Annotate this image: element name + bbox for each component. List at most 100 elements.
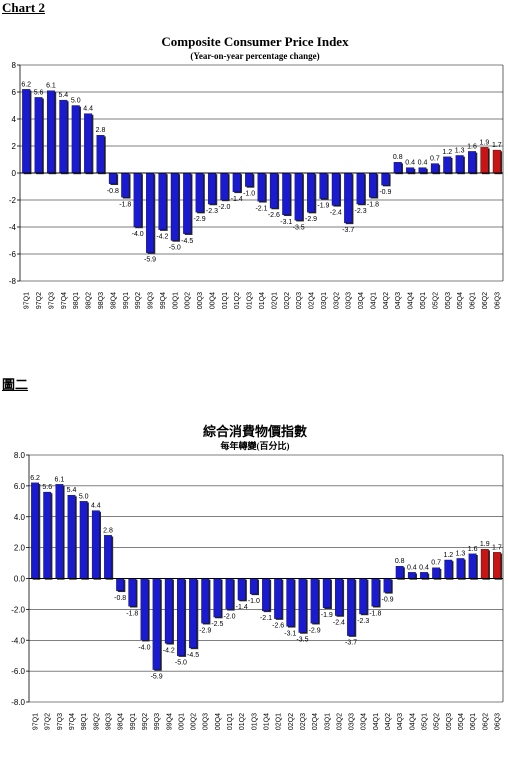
y-tick-label: -4 <box>9 223 17 232</box>
x-tick-label: 04Q4 <box>409 713 416 730</box>
data-label: 0.4 <box>418 160 428 167</box>
data-label: 1.2 <box>443 552 453 559</box>
data-label: -5.9 <box>144 257 156 264</box>
bar <box>395 565 404 579</box>
data-label: 1.9 <box>480 541 490 548</box>
bar <box>444 559 453 579</box>
x-tick-label: 01Q4 <box>264 713 271 730</box>
bar <box>262 578 270 612</box>
bar <box>225 578 234 610</box>
x-tick-label: 05Q4 <box>457 292 464 309</box>
x-tick-label: 02Q4 <box>312 713 319 730</box>
x-tick-label: 98Q3 <box>98 292 105 309</box>
bar <box>335 578 343 616</box>
x-tick-label: 04Q2 <box>385 713 392 730</box>
x-tick-label: 97Q3 <box>48 292 55 309</box>
y-tick-label: 6.0 <box>14 482 26 491</box>
bar <box>34 97 43 174</box>
bar <box>430 163 439 174</box>
bar <box>359 578 368 615</box>
x-tick-label: 03Q2 <box>333 292 340 309</box>
bar <box>347 578 355 636</box>
data-label: -2.1 <box>260 615 272 622</box>
data-label: -2.4 <box>330 209 342 216</box>
x-tick-label: 04Q2 <box>383 292 390 309</box>
data-label: -3.5 <box>296 637 308 644</box>
bar <box>468 151 477 174</box>
bar <box>237 578 246 601</box>
bar <box>468 553 477 579</box>
x-tick-label: 04Q1 <box>370 292 377 309</box>
data-label: -1.0 <box>243 191 255 198</box>
x-tick-label: 03Q4 <box>358 292 365 309</box>
bar <box>220 172 229 201</box>
data-label: -1.4 <box>236 604 248 611</box>
x-tick-label: 98Q1 <box>81 713 88 730</box>
data-label: -1.4 <box>231 196 243 203</box>
x-tick-label: 06Q3 <box>494 713 501 730</box>
x-tick-label: 02Q1 <box>271 292 278 309</box>
bar <box>96 135 105 174</box>
x-tick-label: 01Q3 <box>247 292 254 309</box>
y-tick-label: -2.0 <box>11 605 25 614</box>
bar <box>84 113 93 174</box>
data-label: 1.3 <box>455 147 465 154</box>
chart-title: 綜合消費物價指數 <box>203 424 307 439</box>
data-label: -1.8 <box>126 610 138 617</box>
bar <box>207 172 216 205</box>
data-label: -5.0 <box>169 245 181 252</box>
data-label: -2.9 <box>199 627 211 634</box>
x-tick-label: 97Q4 <box>61 292 68 309</box>
x-tick-label: 00Q1 <box>178 713 185 730</box>
data-label: 5.6 <box>34 89 44 96</box>
bar <box>331 172 340 206</box>
data-label: 0.4 <box>419 564 429 571</box>
x-tick-label: 98Q4 <box>118 713 125 730</box>
data-label: -4.0 <box>132 231 144 238</box>
x-tick-label: 98Q2 <box>93 713 100 730</box>
x-tick-label: 02Q3 <box>296 292 303 309</box>
data-label: -1.9 <box>321 612 333 619</box>
x-tick-label: 05Q1 <box>420 292 427 309</box>
data-label: 5.0 <box>71 98 81 105</box>
x-tick-label: 97Q2 <box>45 713 52 730</box>
x-tick-label: 03Q4 <box>361 713 368 730</box>
data-label: 6.2 <box>30 475 40 482</box>
bar <box>269 172 278 209</box>
bar <box>158 172 167 230</box>
data-label: 0.8 <box>393 154 403 161</box>
x-tick-label: 99Q1 <box>130 713 137 730</box>
x-tick-label: 00Q3 <box>197 292 204 309</box>
data-label: -2.1 <box>255 205 267 212</box>
y-tick-label: 4 <box>12 115 17 124</box>
data-label: 2.8 <box>103 527 113 534</box>
data-label: 1.6 <box>468 546 478 553</box>
chart-title: Composite Consumer Price Index <box>161 34 349 49</box>
bar <box>286 578 295 627</box>
bar <box>67 494 76 579</box>
data-label: -1.9 <box>317 203 329 210</box>
data-label: 6.2 <box>21 81 31 88</box>
y-tick-label: -8.0 <box>11 698 25 707</box>
x-tick-label: 04Q3 <box>397 713 404 730</box>
x-tick-label: 06Q3 <box>494 292 501 309</box>
data-label: -1.8 <box>119 201 131 208</box>
x-tick-label: 99Q4 <box>166 713 173 730</box>
bar <box>371 578 380 607</box>
x-tick-label: 01Q2 <box>239 713 246 730</box>
bar <box>282 172 291 215</box>
x-tick-label: 98Q3 <box>106 713 113 730</box>
chart-1: Composite Consumer Price Index (Year-on-y… <box>9 34 504 309</box>
data-label: 4.4 <box>83 106 93 113</box>
x-tick-label: 06Q1 <box>470 292 477 309</box>
x-tick-label: 01Q1 <box>222 292 229 309</box>
bar <box>274 578 283 619</box>
data-label: -0.9 <box>382 596 394 603</box>
data-label: -5.9 <box>151 674 163 681</box>
data-label: -2.6 <box>268 212 280 219</box>
x-tick-label: 01Q3 <box>251 713 258 730</box>
x-tick-label: 06Q2 <box>482 713 489 730</box>
data-label: -0.8 <box>107 188 119 195</box>
data-label: -2.9 <box>305 216 317 223</box>
